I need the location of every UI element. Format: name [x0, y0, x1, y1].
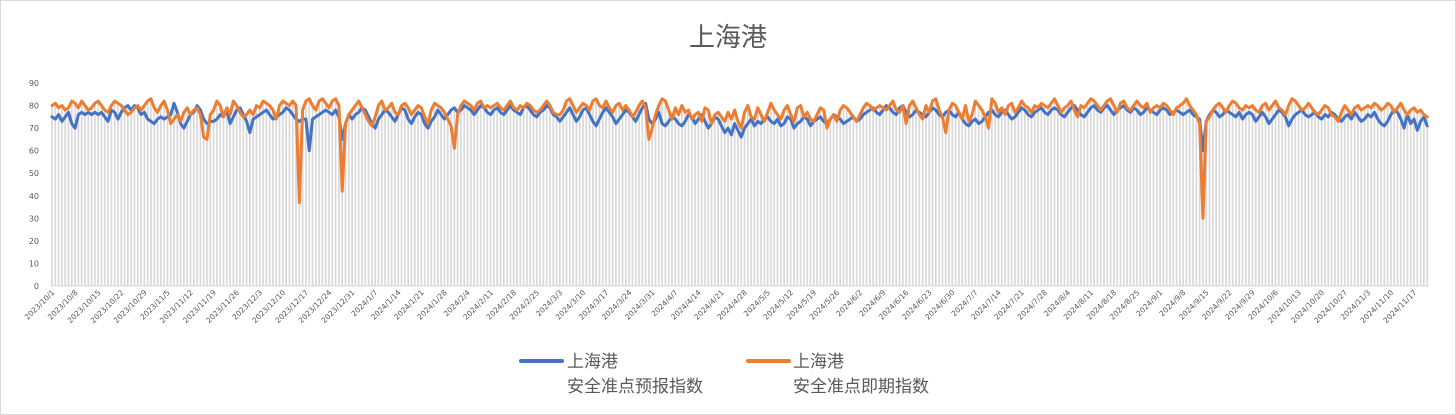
y-tick-label: 40 — [29, 192, 39, 201]
series-lines — [50, 97, 1429, 220]
legend-label-current-line2: 安全准点即期指数 — [793, 377, 929, 397]
y-tick-label: 60 — [29, 147, 39, 156]
y-tick-label: 90 — [29, 79, 39, 88]
series-line-current — [50, 97, 1429, 220]
y-tick-label: 0 — [34, 282, 39, 291]
legend-label-forecast-line1: 上海港 — [567, 352, 618, 372]
legend-label-current-line1: 上海港 — [793, 352, 844, 372]
y-tick-label: 30 — [29, 214, 39, 223]
y-tick-label: 70 — [29, 124, 39, 133]
drop-lines — [50, 98, 1430, 287]
y-tick-label: 50 — [29, 169, 39, 178]
y-tick-label: 20 — [29, 237, 39, 246]
y-axis: 0 10 20 30 40 50 60 70 80 90 — [29, 79, 39, 291]
y-tick-label: 80 — [29, 102, 39, 111]
legend: 上海港 安全准点预报指数 上海港 安全准点即期指数 — [519, 352, 929, 397]
x-axis: 2023/10/12023/10/82023/10/152023/10/2220… — [23, 288, 1419, 325]
y-tick-label: 10 — [29, 259, 39, 268]
legend-label-forecast-line2: 安全准点预报指数 — [567, 377, 703, 397]
chart-title: 上海港 — [689, 23, 767, 53]
